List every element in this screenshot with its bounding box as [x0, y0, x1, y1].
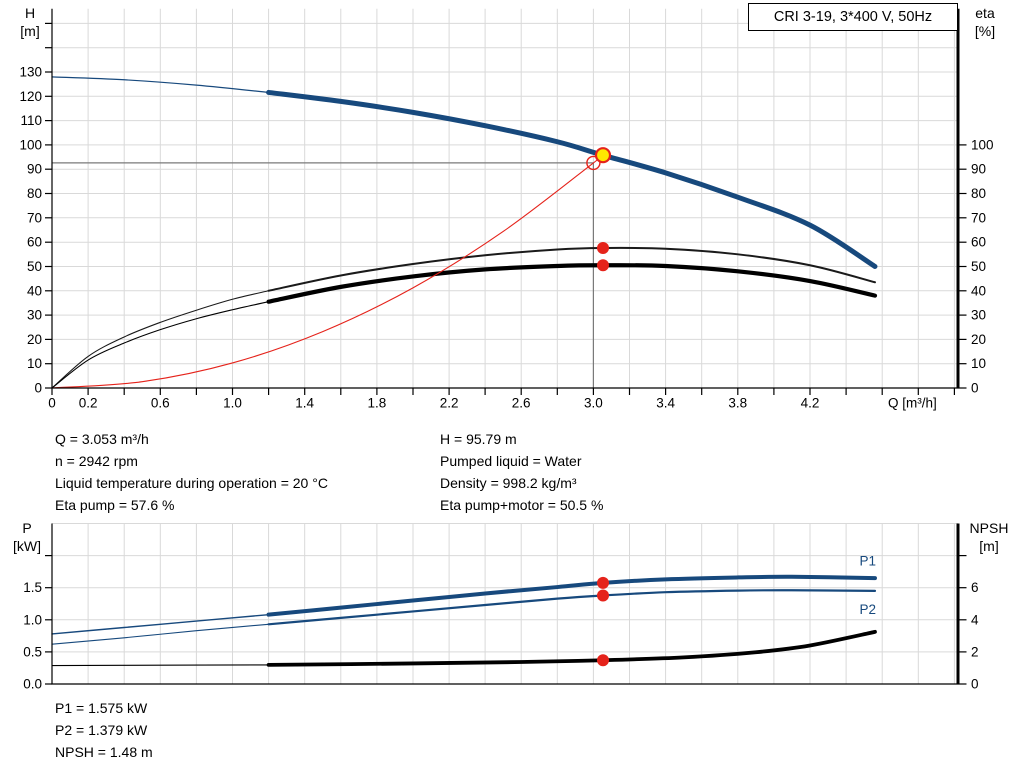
- y-right-tick-label: 50: [971, 259, 986, 274]
- y-right-tick-label: 10: [971, 356, 986, 371]
- x-tick-label: 0.2: [79, 396, 98, 411]
- eta-axis-title-symbol: eta: [975, 5, 995, 21]
- liquid-temp-text: Liquid temperature during operation = 20…: [55, 475, 328, 491]
- p-axis-title-symbol: P: [22, 520, 32, 536]
- y-right-tick-label: 60: [971, 235, 986, 250]
- p-axis-title: P [kW]: [4, 519, 50, 555]
- p2-curve-low: [51, 623, 270, 645]
- p2-value-text: P2 = 1.379 kW: [55, 722, 148, 738]
- y-left-tick-label: 0.5: [23, 644, 42, 659]
- eta-pump-dot: [597, 242, 609, 254]
- eta-pump-motor-dot: [597, 259, 609, 272]
- y-left-tick-label: 0.0: [23, 677, 42, 692]
- y-left-tick-label: 1.0: [23, 612, 42, 627]
- y-left-tick-label: 70: [27, 210, 42, 225]
- x-tick-label: 1.0: [223, 396, 242, 411]
- y-right-tick-label: 0: [971, 677, 979, 692]
- pump-title-box: CRI 3-19, 3*400 V, 50Hz: [748, 3, 958, 31]
- npsh-dot: [597, 654, 609, 667]
- head-curve-low: [51, 76, 270, 94]
- y-left-tick-label: 10: [27, 356, 42, 371]
- eta-pump-text: Eta pump = 57.6 %: [55, 497, 175, 513]
- npsh-value-text: NPSH = 1.48 m: [55, 744, 153, 760]
- p1-curve: [266, 574, 877, 617]
- p-axis-title-unit: [kW]: [13, 538, 41, 554]
- h-axis-title: H [m]: [10, 4, 50, 40]
- x-tick-label: 3.0: [584, 396, 603, 411]
- y-right-tick-label: 90: [971, 162, 986, 177]
- p1-label: P1: [860, 554, 877, 569]
- y-right-tick-label: 2: [971, 644, 979, 659]
- y-left-tick-label: 0: [34, 381, 42, 396]
- eta-pump-motor-curve-low: [51, 301, 270, 389]
- y-right-tick-label: 80: [971, 186, 986, 201]
- npsh-curve-low: [51, 664, 270, 667]
- eta-pump-curve-low: [51, 290, 270, 389]
- p1-dot: [597, 576, 609, 589]
- y-right-tick-label: 30: [971, 308, 986, 323]
- x-tick-label: 2.2: [440, 396, 459, 411]
- y-right-tick-label: 70: [971, 210, 986, 225]
- y-right-tick-label: 20: [971, 332, 986, 347]
- eta-axis-title: eta [%]: [962, 4, 1008, 40]
- y-right-tick-label: 40: [971, 283, 986, 298]
- y-left-tick-label: 20: [27, 332, 42, 347]
- p1-value-text: P1 = 1.575 kW: [55, 700, 148, 716]
- duty-point: [594, 147, 612, 164]
- npsh-curve: [266, 629, 877, 667]
- npsh-axis-title: NPSH [m]: [958, 519, 1020, 555]
- eta-pump-curve: [267, 246, 876, 292]
- h-axis-title-unit: [m]: [20, 23, 40, 39]
- x-tick-label: 4.2: [801, 396, 820, 411]
- y-left-tick-label: 110: [20, 113, 42, 128]
- y-left-tick-label: 100: [19, 137, 42, 152]
- system-curve: [51, 154, 605, 389]
- x-tick-label: 3.4: [656, 396, 675, 411]
- y-right-tick-label: 100: [971, 137, 994, 152]
- h-axis-title-symbol: H: [24, 5, 36, 21]
- y-left-tick-label: 60: [27, 235, 42, 250]
- y-right-tick-label: 6: [971, 580, 979, 595]
- x-tick-label: 1.8: [368, 396, 387, 411]
- npsh-axis-title-unit: [m]: [979, 538, 999, 554]
- p2-dot: [597, 589, 609, 602]
- density-text: Density = 998.2 kg/m³: [440, 475, 577, 491]
- x-tick-label: 1.4: [295, 396, 314, 411]
- x-tick-label: 2.6: [512, 396, 531, 411]
- y-left-tick-label: 50: [27, 259, 42, 274]
- y-left-tick-label: 120: [19, 89, 42, 104]
- y-right-tick-label: 4: [971, 612, 979, 627]
- y-left-tick-label: 40: [27, 283, 42, 298]
- x-axis-label: Q [m³/h]: [888, 396, 937, 411]
- npsh-axis-title-symbol: NPSH: [969, 520, 1009, 536]
- y-right-tick-label: 0: [971, 381, 979, 396]
- requested-duty-point: [586, 155, 601, 171]
- x-tick-label: 0.6: [151, 396, 170, 411]
- y-left-tick-label: 30: [27, 308, 42, 323]
- p2-curve: [267, 589, 877, 626]
- x-tick-label: 0: [48, 396, 56, 411]
- head-curve: [266, 89, 878, 269]
- y-left-tick-label: 130: [19, 65, 42, 80]
- eta-pump-motor-text: Eta pump+motor = 50.5 %: [440, 497, 604, 513]
- pumped-liquid-text: Pumped liquid = Water: [440, 453, 582, 469]
- hq-eta-chart[interactable]: 0 0.2 0.6 1.0 1.4 1.8 2.2 2.6 3.0 3.4 3.8 4.2 0 10 20 3…: [19, 8, 994, 411]
- y-left-tick-label: 90: [27, 162, 42, 177]
- y-left-tick-label: 1.5: [23, 580, 42, 595]
- y-left-tick-label: 80: [27, 186, 42, 201]
- eta-axis-title-unit: [%]: [974, 23, 996, 39]
- power-npsh-chart[interactable]: 0.0 0.5 1.0 1.5 0 2 4 6 P1 P2: [23, 523, 979, 692]
- p1-curve-low: [51, 613, 270, 635]
- duty-flow-text: Q = 3.053 m³/h: [55, 431, 149, 447]
- p2-label: P2: [860, 602, 877, 617]
- eta-pump-motor-curve: [266, 263, 878, 304]
- duty-speed-text: n = 2942 rpm: [55, 453, 138, 469]
- duty-head-text: H = 95.79 m: [440, 431, 517, 447]
- x-tick-label: 3.8: [728, 396, 747, 411]
